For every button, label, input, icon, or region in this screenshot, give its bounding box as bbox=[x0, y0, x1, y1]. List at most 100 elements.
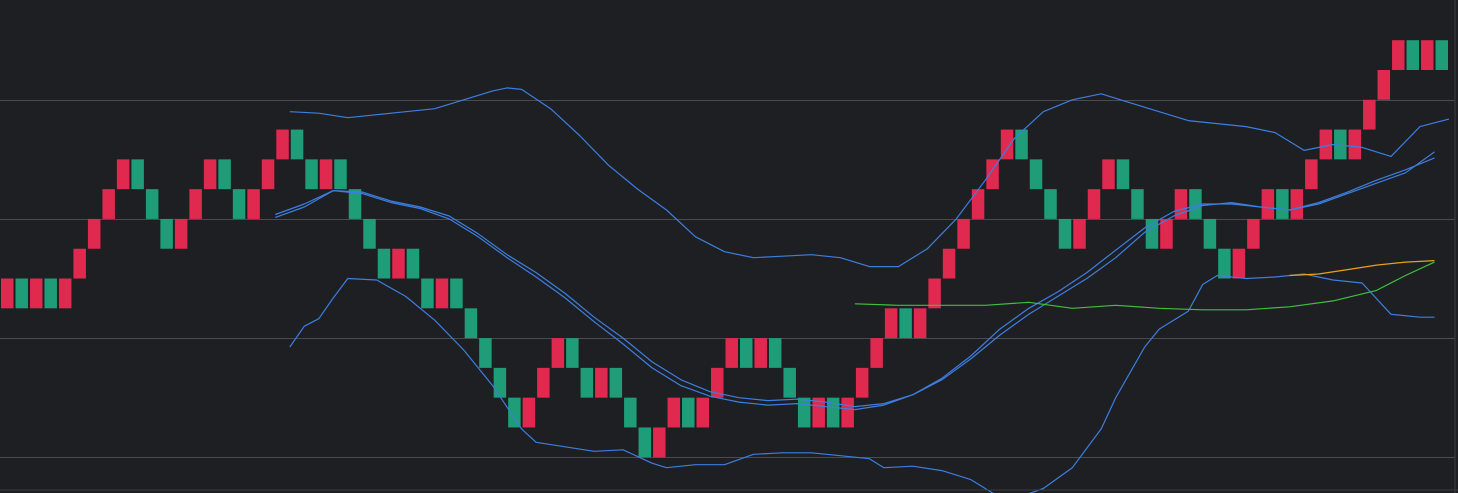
renko-brick-88 bbox=[1276, 189, 1289, 219]
renko-brick-8 bbox=[116, 159, 130, 190]
renko-brick-52 bbox=[754, 338, 767, 368]
line-ma-orange bbox=[1289, 260, 1435, 277]
renko-brick-41 bbox=[595, 367, 608, 398]
line-bb-upper bbox=[289, 87, 1450, 268]
renko-brick-2 bbox=[29, 278, 43, 309]
renko-brick-21 bbox=[305, 159, 318, 190]
renko-brick-80 bbox=[1160, 218, 1173, 249]
renko-brick-93 bbox=[1348, 129, 1362, 160]
renko-brick-17 bbox=[247, 189, 260, 219]
renko-brick-85 bbox=[1232, 248, 1246, 279]
line-ma-green bbox=[854, 261, 1435, 311]
renko-brick-65 bbox=[942, 248, 956, 279]
line-bb-middle bbox=[275, 157, 1435, 408]
renko-brick-58 bbox=[841, 397, 854, 428]
renko-brick-78 bbox=[1131, 189, 1144, 219]
renko-brick-5 bbox=[73, 248, 86, 279]
line-bb-lower bbox=[289, 273, 1435, 493]
line-ma-blue bbox=[275, 151, 1435, 411]
renko-brick-50 bbox=[725, 338, 738, 368]
renko-brick-18 bbox=[261, 159, 275, 190]
renko-brick-55 bbox=[797, 397, 811, 428]
renko-brick-59 bbox=[855, 367, 869, 398]
renko-brick-83 bbox=[1203, 218, 1217, 249]
renko-brick-13 bbox=[189, 189, 202, 219]
renko-brick-64 bbox=[928, 278, 941, 309]
renko-brick-36 bbox=[522, 397, 536, 428]
renko-brick-39 bbox=[566, 338, 579, 368]
renko-brick-62 bbox=[899, 308, 912, 339]
renko-brick-30 bbox=[435, 278, 449, 309]
renko-brick-63 bbox=[913, 308, 927, 339]
renko-brick-47 bbox=[682, 397, 695, 428]
renko-brick-99 bbox=[1435, 40, 1448, 70]
renko-brick-9 bbox=[131, 159, 144, 190]
renko-brick-71 bbox=[1029, 159, 1043, 190]
renko-brick-51 bbox=[739, 338, 753, 368]
renko-brick-86 bbox=[1247, 218, 1260, 249]
renko-brick-27 bbox=[392, 248, 405, 279]
renko-brick-10 bbox=[145, 189, 159, 219]
renko-brick-67 bbox=[971, 189, 985, 219]
renko-brick-40 bbox=[580, 367, 594, 398]
renko-brick-14 bbox=[203, 159, 217, 190]
renko-brick-96 bbox=[1392, 40, 1405, 70]
renko-brick-49 bbox=[711, 367, 724, 398]
renko-brick-72 bbox=[1044, 189, 1057, 219]
renko-brick-89 bbox=[1290, 189, 1304, 219]
renko-brick-31 bbox=[450, 278, 463, 309]
renko-brick-90 bbox=[1305, 159, 1318, 190]
renko-brick-48 bbox=[696, 397, 710, 428]
renko-brick-73 bbox=[1058, 218, 1072, 249]
renko-brick-74 bbox=[1073, 218, 1086, 249]
renko-brick-37 bbox=[537, 367, 550, 398]
renko-brick-92 bbox=[1334, 129, 1347, 160]
renko-brick-16 bbox=[232, 189, 246, 219]
renko-brick-81 bbox=[1174, 189, 1188, 219]
renko-brick-29 bbox=[421, 278, 434, 309]
renko-brick-35 bbox=[508, 397, 521, 428]
renko-brick-1 bbox=[15, 278, 28, 309]
renko-brick-76 bbox=[1102, 159, 1115, 190]
renko-brick-84 bbox=[1218, 248, 1231, 279]
renko-bricks bbox=[1, 40, 1448, 458]
renko-brick-25 bbox=[363, 218, 376, 249]
renko-brick-28 bbox=[406, 248, 420, 279]
renko-brick-11 bbox=[160, 218, 173, 249]
renko-brick-32 bbox=[464, 308, 478, 339]
renko-brick-15 bbox=[218, 159, 231, 190]
renko-brick-94 bbox=[1363, 99, 1376, 130]
renko-brick-43 bbox=[624, 397, 637, 428]
renko-brick-42 bbox=[609, 367, 623, 398]
renko-brick-33 bbox=[479, 338, 492, 368]
renko-brick-0 bbox=[1, 278, 14, 309]
renko-brick-60 bbox=[870, 338, 883, 368]
renko-brick-19 bbox=[276, 129, 289, 160]
renko-brick-57 bbox=[826, 397, 840, 428]
renko-brick-98 bbox=[1421, 40, 1434, 70]
renko-brick-22 bbox=[319, 159, 333, 190]
indicator-lines bbox=[275, 87, 1450, 493]
renko-brick-12 bbox=[174, 218, 188, 249]
renko-brick-53 bbox=[768, 338, 782, 368]
renko-brick-26 bbox=[377, 248, 391, 279]
renko-brick-68 bbox=[986, 159, 999, 190]
renko-brick-38 bbox=[551, 338, 565, 368]
renko-brick-77 bbox=[1116, 159, 1130, 190]
renko-brick-87 bbox=[1261, 189, 1275, 219]
renko-brick-95 bbox=[1377, 70, 1391, 100]
renko-brick-7 bbox=[102, 189, 115, 219]
renko-brick-45 bbox=[653, 427, 666, 458]
renko-brick-44 bbox=[638, 427, 652, 458]
renko-brick-82 bbox=[1189, 189, 1202, 219]
renko-brick-54 bbox=[783, 367, 796, 398]
renko-brick-46 bbox=[667, 397, 681, 428]
renko-brick-3 bbox=[44, 278, 57, 309]
renko-brick-23 bbox=[334, 159, 347, 190]
renko-brick-69 bbox=[1000, 129, 1014, 160]
renko-brick-34 bbox=[493, 367, 507, 398]
renko-brick-61 bbox=[884, 308, 898, 339]
